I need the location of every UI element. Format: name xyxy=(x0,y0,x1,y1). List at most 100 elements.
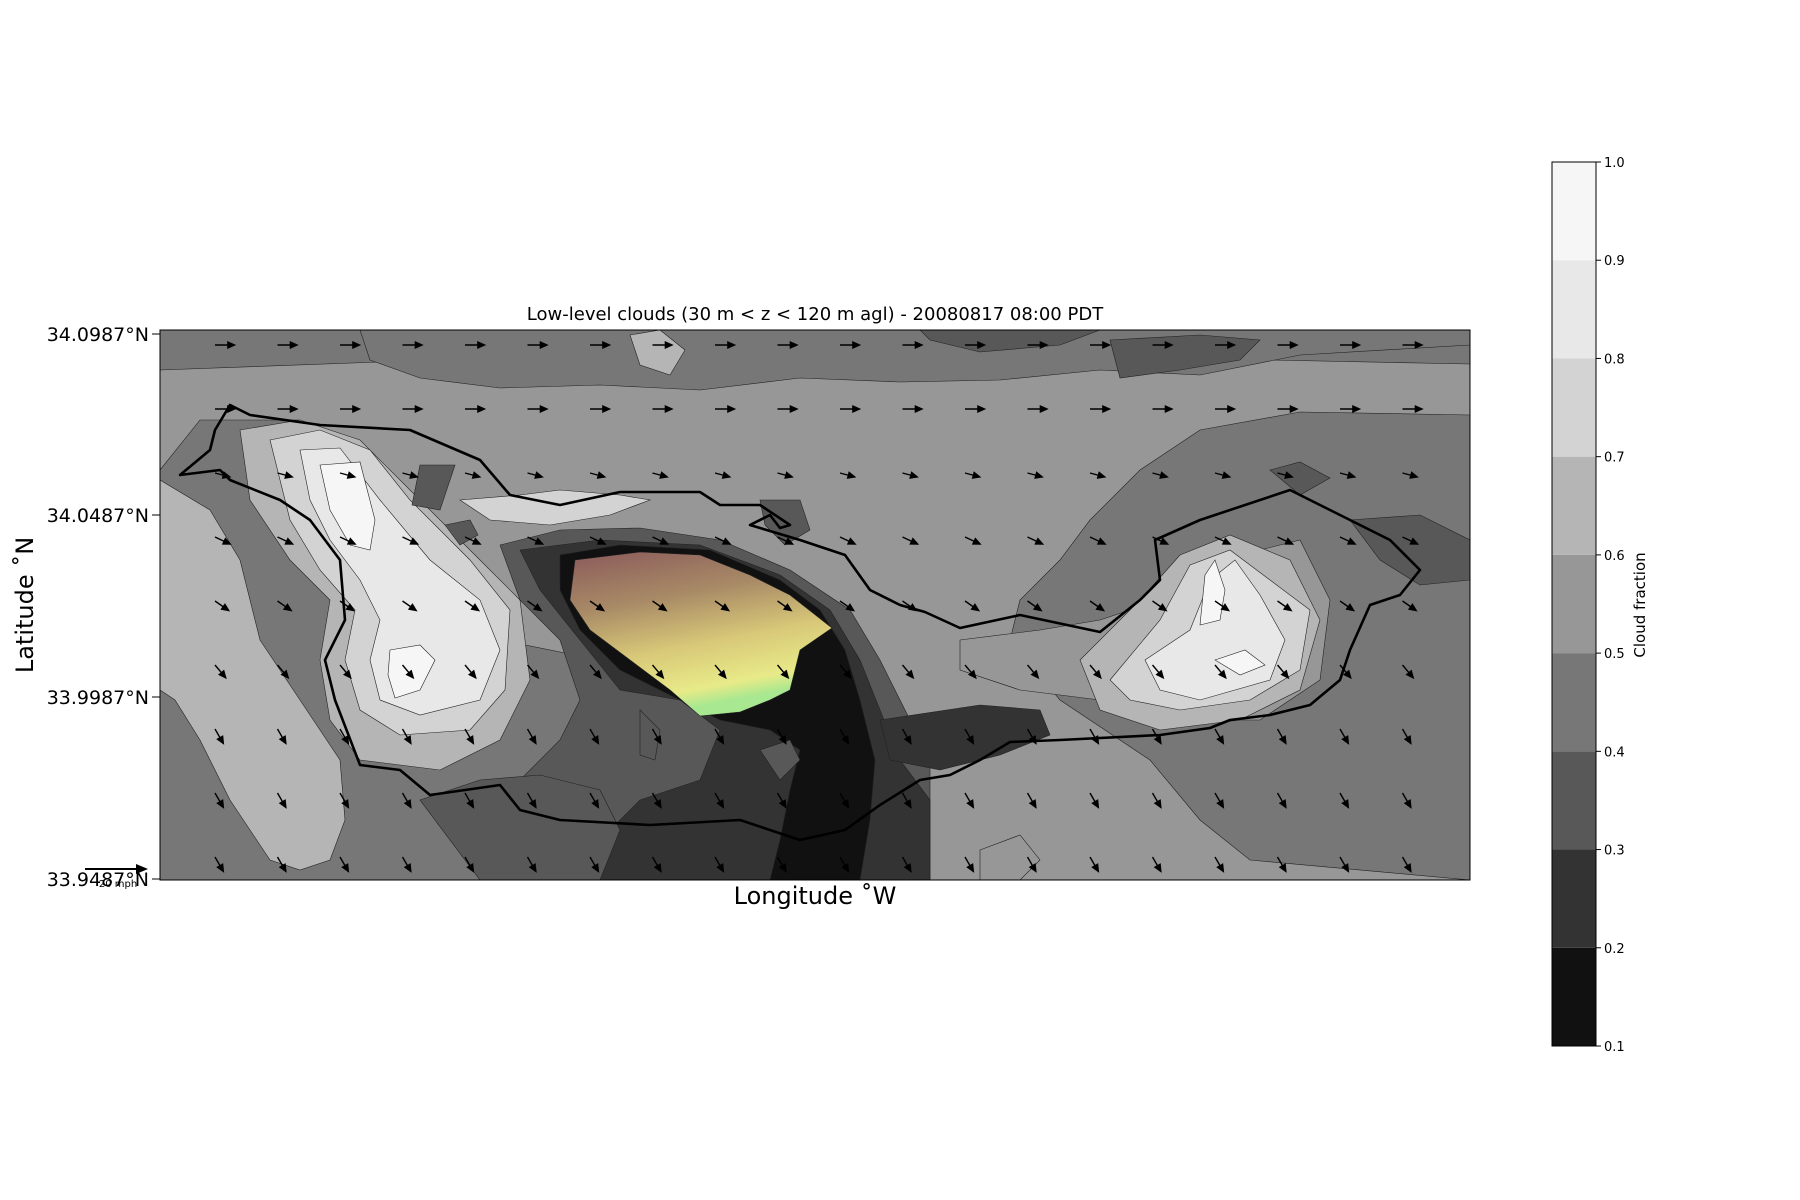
wind-arrow xyxy=(651,792,662,809)
wind-arrow xyxy=(1277,536,1295,545)
contour-region-top-dark xyxy=(919,330,1101,353)
wind-arrow xyxy=(589,600,606,612)
wind-arrow xyxy=(1277,471,1294,479)
wind-arrow xyxy=(214,600,231,612)
wind-arrow xyxy=(651,664,665,680)
colorbar-tick-label: 1.0 xyxy=(1604,156,1625,171)
wind-arrow xyxy=(1339,728,1350,745)
wind-arrow xyxy=(1277,405,1299,413)
wind-arrow xyxy=(901,792,912,809)
wind-arrow xyxy=(1089,471,1107,479)
wind-arrow xyxy=(651,856,662,873)
contour-patch-4 xyxy=(629,330,686,376)
wind-arrow xyxy=(214,471,232,479)
wind-arrow xyxy=(1402,341,1424,349)
wind-reference-label: 20 mph xyxy=(99,879,137,890)
wind-arrow xyxy=(839,856,850,873)
wind-arrow xyxy=(1401,728,1412,745)
wind-arrow xyxy=(401,792,412,809)
wind-arrow xyxy=(714,728,725,745)
terrain-shading xyxy=(569,551,833,717)
wind-arrow xyxy=(714,664,727,680)
wind-arrow xyxy=(1276,664,1290,680)
wind-arrow xyxy=(339,728,350,745)
wind-arrow xyxy=(1214,600,1231,612)
colorbar-label: Cloud fraction xyxy=(1631,552,1649,657)
wind-arrow xyxy=(1402,600,1418,612)
wind-reference: 20 mph xyxy=(85,864,148,890)
wind-arrow xyxy=(464,664,477,680)
wind-arrow xyxy=(902,341,924,349)
wind-arrow xyxy=(776,856,787,873)
wind-arrow xyxy=(1215,341,1237,349)
wind-arrow xyxy=(589,792,600,809)
wind-arrow xyxy=(1027,405,1049,413)
wind-arrow xyxy=(340,405,362,413)
wind-arrow xyxy=(901,664,915,680)
colorbar-tick-label: 0.5 xyxy=(1604,647,1625,662)
wind-arrow xyxy=(464,600,481,612)
wind-arrow xyxy=(402,600,418,612)
wind-arrow xyxy=(964,471,982,479)
wind-arrow xyxy=(1277,341,1299,349)
contour-region-right-0.9b xyxy=(1214,649,1266,676)
contour-region-right-dark xyxy=(1349,514,1470,586)
wind-arrow xyxy=(776,664,790,680)
wind-arrow xyxy=(339,471,357,479)
wind-arrow xyxy=(339,600,356,612)
colorbar-segment xyxy=(1552,751,1596,850)
colorbar-segment xyxy=(1552,162,1596,261)
wind-arrow xyxy=(777,600,793,612)
wind-arrow xyxy=(277,600,293,612)
wind-arrow xyxy=(839,536,857,545)
wind-arrow xyxy=(590,341,612,349)
wind-arrow xyxy=(1152,341,1174,349)
wind-arrow xyxy=(1089,792,1100,809)
colorbar-tick-label: 0.8 xyxy=(1604,352,1625,367)
wind-arrow xyxy=(1339,536,1357,545)
wind-arrow xyxy=(464,471,482,479)
wind-arrow xyxy=(964,536,982,545)
colorbar-segment xyxy=(1552,849,1596,948)
wind-arrow xyxy=(1401,792,1412,809)
wind-arrow xyxy=(1340,405,1362,413)
wind-arrow xyxy=(401,664,415,680)
wind-arrow xyxy=(276,664,290,680)
contour-region-left-0.9 xyxy=(319,461,376,551)
colorbar-tick-label: 0.9 xyxy=(1604,254,1625,269)
wind-arrow xyxy=(1214,728,1225,745)
wind-arrow xyxy=(715,341,737,349)
wind-arrow xyxy=(1152,536,1170,545)
y-tick-label: 33.9987°N xyxy=(47,687,149,709)
contour-patch-6 xyxy=(639,709,661,761)
wind-arrow xyxy=(1089,600,1106,612)
wind-arrow xyxy=(651,728,662,745)
colorbar-segment xyxy=(1552,653,1596,752)
wind-arrow xyxy=(589,728,600,745)
colorbar-tick-label: 0.6 xyxy=(1604,549,1625,564)
wind-arrow xyxy=(839,600,856,612)
wind-arrow xyxy=(464,856,475,873)
wind-arrow xyxy=(964,728,975,745)
wind-arrow xyxy=(1402,471,1419,479)
wind-arrow xyxy=(902,405,924,413)
wind-arrow xyxy=(526,664,540,680)
wind-arrow xyxy=(527,471,544,479)
wind-arrow xyxy=(464,536,482,545)
wind-arrow xyxy=(714,792,725,809)
wind-arrow xyxy=(776,792,787,809)
wind-arrow xyxy=(1026,792,1037,809)
wind-arrow xyxy=(1215,405,1237,413)
x-axis-label: Longitude ˚W xyxy=(734,882,897,910)
wind-arrow xyxy=(339,856,350,873)
wind-arrow xyxy=(590,405,612,413)
wind-arrow xyxy=(1152,405,1174,413)
wind-arrow xyxy=(840,405,862,413)
wind-arrow xyxy=(340,341,362,349)
wind-arrow xyxy=(1214,664,1227,680)
wind-vectors xyxy=(214,341,1424,873)
colorbar: 1.0 0.9 0.8 0.7 0.6 0.5 0.4 0.3 0.2 0.1 xyxy=(1551,156,1625,1055)
wind-arrow xyxy=(839,728,850,745)
wind-arrow xyxy=(839,664,852,680)
contour-region-lower-light xyxy=(979,834,1041,880)
